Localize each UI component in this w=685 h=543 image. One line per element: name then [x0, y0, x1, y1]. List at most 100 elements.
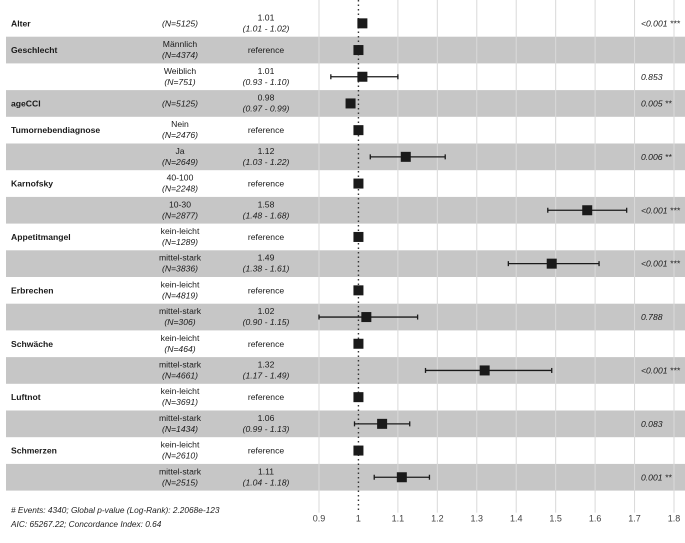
n-label: (N=4374)	[162, 50, 198, 60]
x-tick-label: 1.3	[471, 514, 484, 524]
n-label: (N=4661)	[162, 370, 198, 380]
p-value-label: <0.001 ***	[641, 205, 681, 215]
estimate-label: 1.12	[258, 146, 275, 156]
x-tick-label: 1.7	[628, 514, 641, 524]
level-label: mittel-stark	[159, 359, 202, 369]
level-label: Männlich	[163, 39, 198, 49]
n-label: (N=2515)	[162, 477, 198, 487]
variable-label: Schwäche	[11, 339, 53, 349]
variable-label: Erbrechen	[11, 285, 54, 295]
hazard-ratio-marker	[353, 285, 364, 296]
x-tick-label: 1	[356, 514, 361, 524]
hazard-ratio-marker	[377, 418, 388, 429]
level-label: Weiblich	[164, 66, 197, 76]
hazard-ratio-marker	[353, 445, 364, 456]
level-label: Ja	[175, 146, 184, 156]
estimate-label: 1.11	[258, 466, 274, 476]
row-shade	[6, 90, 685, 117]
hazard-ratio-marker	[353, 231, 364, 242]
variable-label: ageCCI	[11, 98, 41, 108]
level-label: 10-30	[169, 199, 191, 209]
ci-label: (0.97 - 0.99)	[243, 103, 290, 113]
p-value-label: 0.005 **	[641, 98, 672, 108]
n-label: (N=2877)	[162, 210, 198, 220]
footer-aic-line: AIC: 65267.22; Concordance Index: 0.64	[11, 519, 162, 529]
estimates-layer	[318, 18, 628, 483]
ci-label: (0.99 - 1.13)	[243, 424, 290, 434]
n-label: (N=2610)	[162, 451, 198, 461]
ci-label: (1.03 - 1.22)	[243, 157, 290, 167]
x-axis: 0.9 1 1.1 1.2 1.3 1.4 1.5 1.6 1.7 1.8	[313, 514, 681, 524]
ci-label: (0.90 - 1.15)	[243, 317, 290, 327]
hazard-ratio-marker	[353, 338, 364, 349]
row-shade	[6, 143, 685, 171]
n-label: (N=5125)	[162, 98, 198, 108]
estimate-label: 1.01	[258, 66, 275, 76]
hazard-ratio-marker	[353, 392, 364, 403]
n-label: (N=2476)	[162, 130, 198, 140]
estimate-label: reference	[248, 179, 285, 189]
hazard-ratio-marker	[353, 125, 364, 136]
x-tick-label: 1.4	[510, 514, 523, 524]
estimate-label: 1.58	[258, 199, 275, 209]
n-label: (N=5125)	[162, 18, 198, 28]
hazard-ratio-marker	[353, 45, 364, 56]
hazard-ratio-marker	[345, 98, 356, 109]
row-shading-layer	[6, 36, 685, 491]
hazard-ratio-marker	[353, 178, 364, 189]
hazard-ratio-marker	[582, 205, 593, 216]
hazard-ratio-marker	[357, 71, 368, 82]
x-tick-label: 1.8	[668, 514, 681, 524]
estimate-label: reference	[248, 285, 285, 295]
estimate-label: reference	[248, 339, 285, 349]
ci-label: (1.17 - 1.49)	[243, 370, 290, 380]
hazard-ratio-marker	[400, 151, 411, 162]
p-value-label: 0.083	[641, 419, 663, 429]
n-label: (N=4819)	[162, 290, 198, 300]
level-label: kein-leicht	[161, 386, 200, 396]
level-label: mittel-stark	[159, 306, 202, 316]
hazard-ratio-marker	[396, 472, 407, 483]
hazard-ratio-marker	[361, 312, 372, 323]
n-label: (N=464)	[164, 344, 195, 354]
n-label: (N=306)	[164, 317, 195, 327]
ci-label: (1.38 - 1.61)	[243, 264, 290, 274]
level-label: Nein	[171, 119, 189, 129]
variable-label: Luftnot	[11, 392, 41, 402]
x-tick-label: 0.9	[313, 514, 326, 524]
n-label: (N=2248)	[162, 184, 198, 194]
estimate-label: reference	[248, 392, 285, 402]
estimate-label: 1.02	[258, 306, 275, 316]
estimate-label: reference	[248, 232, 285, 242]
estimate-label: reference	[248, 125, 285, 135]
n-label: (N=1434)	[162, 424, 198, 434]
row-shade	[6, 36, 685, 64]
gridlines-layer	[318, 0, 675, 513]
level-label: mittel-stark	[159, 466, 202, 476]
p-value-label: 0.853	[641, 72, 663, 82]
estimate-label: 1.06	[258, 413, 275, 423]
estimate-label: 1.01	[258, 12, 275, 22]
p-value-label: <0.001 ***	[641, 259, 681, 269]
variable-label: Alter	[11, 18, 31, 28]
estimate-label: 0.98	[258, 92, 275, 102]
level-label: kein-leicht	[161, 226, 200, 236]
n-label: (N=3691)	[162, 397, 198, 407]
level-label: kein-leicht	[161, 440, 200, 450]
variable-label: Schmerzen	[11, 446, 57, 456]
estimate-label: 1.49	[258, 253, 275, 263]
n-label: (N=1289)	[162, 237, 198, 247]
n-label: (N=2649)	[162, 157, 198, 167]
row-shade	[6, 463, 685, 491]
variable-label: Tumornebendiagnose	[11, 125, 100, 135]
p-value-label: 0.788	[641, 312, 663, 322]
variable-label: Appetitmangel	[11, 232, 71, 242]
x-tick-label: 1.5	[549, 514, 562, 524]
variable-label: Geschlecht	[11, 45, 57, 55]
estimate-label: reference	[248, 45, 285, 55]
ci-label: (1.48 - 1.68)	[243, 210, 290, 220]
hazard-ratio-marker	[357, 18, 368, 29]
p-value-label: <0.001 ***	[641, 18, 681, 28]
p-value-label: <0.001 ***	[641, 365, 681, 375]
